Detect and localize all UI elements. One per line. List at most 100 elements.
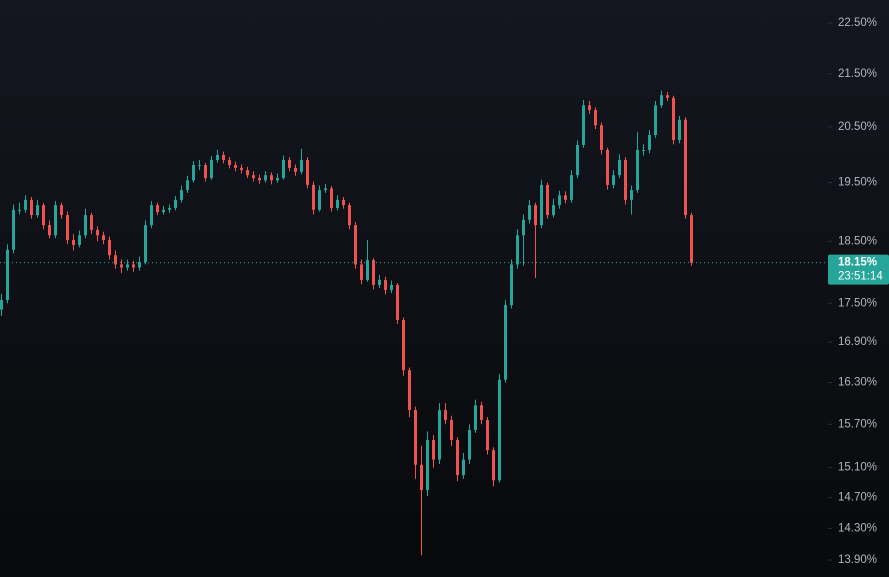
candle-body (690, 215, 693, 263)
candle-body (636, 149, 639, 191)
candle-body (630, 190, 633, 200)
candle-body (336, 199, 339, 209)
candle-body (90, 215, 93, 230)
candle-body (132, 264, 135, 268)
candle-body (498, 379, 501, 481)
candle-body (414, 410, 417, 465)
candle-body (48, 225, 51, 236)
candle-body (402, 319, 405, 371)
candle-body (666, 95, 669, 98)
candle-body (306, 159, 309, 185)
candle-body (12, 209, 15, 250)
candle-body (84, 215, 87, 236)
candle-body (648, 135, 651, 150)
candle-body (612, 175, 615, 185)
countdown: 23:51:14 (838, 271, 883, 283)
y-tick-label: 16.90% (838, 336, 877, 348)
candle-body (288, 159, 291, 168)
candle-body (606, 149, 609, 185)
candle-body (540, 184, 543, 226)
candle-body (438, 410, 441, 460)
candle-body (486, 420, 489, 451)
candle-body (552, 205, 555, 216)
candle-body (180, 190, 183, 200)
candle-body (156, 205, 159, 213)
candle-body (234, 165, 237, 168)
candle-body (504, 305, 507, 380)
candle-body (474, 405, 477, 430)
candle-body (54, 205, 57, 236)
last-price-tag (828, 254, 889, 285)
y-tick-label: 15.10% (838, 462, 877, 474)
candle-body (108, 240, 111, 256)
candle-body (36, 205, 39, 216)
candle-body (0, 300, 3, 310)
candle-body (672, 97, 675, 140)
candle-body (300, 159, 303, 172)
candle-body (366, 260, 369, 280)
candle-body (330, 188, 333, 209)
candle-body (270, 175, 273, 181)
candle-body (240, 167, 243, 171)
candle-body (282, 159, 285, 179)
candle-body (126, 264, 129, 268)
y-tick-label: 22.50% (838, 17, 877, 29)
candle-body (600, 125, 603, 150)
candle-body (642, 149, 645, 151)
candle-body (576, 144, 579, 176)
candle-body (120, 264, 123, 268)
candle-body (372, 260, 375, 285)
candle-body (492, 450, 495, 481)
y-tick-label: 21.50% (838, 68, 877, 80)
y-tick-label: 13.90% (838, 554, 877, 566)
candle-body (18, 209, 21, 211)
candle-body (660, 95, 663, 106)
candle-body (168, 208, 171, 210)
candle-body (324, 188, 327, 191)
candle-body (24, 199, 27, 210)
candle-body (564, 195, 567, 200)
candle-body (684, 119, 687, 216)
candle-body (624, 159, 627, 200)
candle-body (480, 405, 483, 421)
candle-body (78, 235, 81, 245)
candle-body (378, 279, 381, 285)
candle-body (294, 167, 297, 172)
candle-body (420, 464, 423, 491)
candle-body (246, 170, 249, 176)
candle-body (450, 420, 453, 440)
candle-body (252, 175, 255, 179)
candle-body (342, 199, 345, 206)
candle-body (528, 205, 531, 220)
candle-body (264, 175, 267, 181)
candle-body (588, 105, 591, 111)
candle-body (456, 439, 459, 476)
candle-body (318, 190, 321, 210)
candle-body (198, 165, 201, 167)
candle-body (516, 235, 519, 265)
candle-body (162, 209, 165, 213)
y-tick-label: 18.50% (838, 235, 877, 247)
candle-body (522, 219, 525, 236)
candle-body (534, 205, 537, 226)
candle-body (582, 105, 585, 145)
y-tick-label: 17.50% (838, 297, 877, 309)
candle-body (594, 110, 597, 126)
last-price-label: 18.15% (838, 257, 877, 269)
candle-body (426, 439, 429, 491)
candle-body (204, 165, 207, 179)
candle-body (192, 165, 195, 181)
candle-body (174, 199, 177, 209)
candle-body (186, 180, 189, 191)
candle-body (408, 370, 411, 411)
candle-body (96, 229, 99, 236)
candle-body (354, 225, 357, 265)
candle-body (144, 225, 147, 262)
candle-body (654, 105, 657, 136)
candle-body (114, 255, 117, 265)
candle-body (558, 195, 561, 206)
y-tick-label: 19.50% (838, 177, 877, 189)
y-tick-label: 14.70% (838, 492, 877, 504)
